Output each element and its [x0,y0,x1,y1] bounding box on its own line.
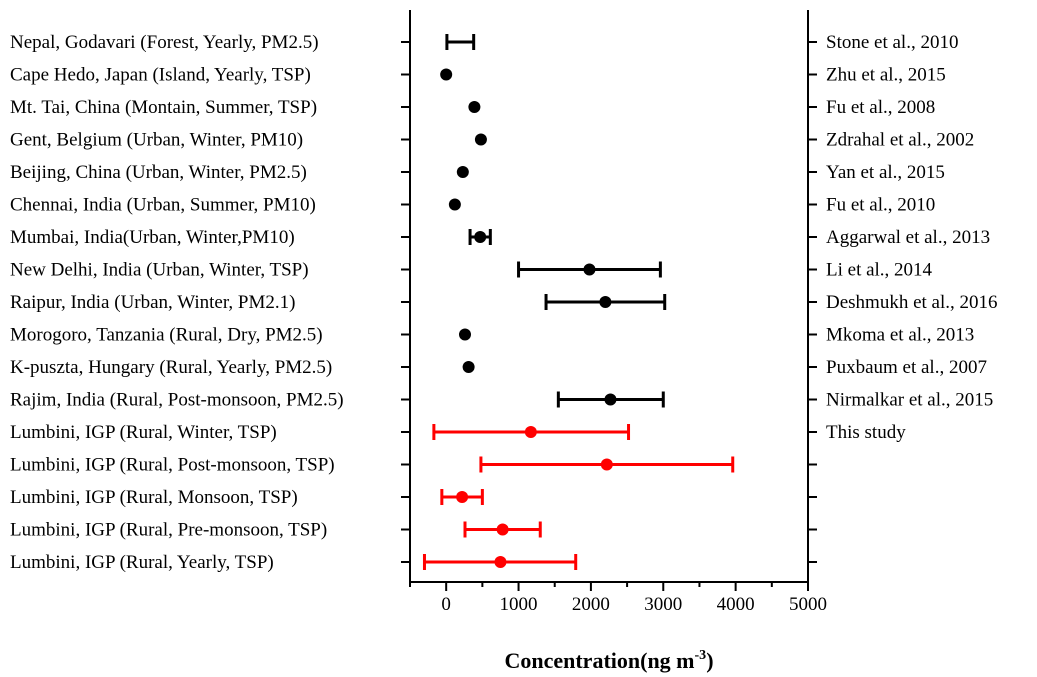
x-axis-title-close: ) [706,648,713,673]
row-category-label: Nepal, Godavari (Forest, Yearly, PM2.5) [10,32,319,53]
data-row: Lumbini, IGP (Rural, Monsoon, TSP) [10,487,817,508]
data-point [440,68,453,81]
plot-frame [409,10,809,583]
data-point [494,556,507,568]
data-point [496,523,509,536]
x-axis-ticks: 0 1000 2000 3000 4000 5000 [409,582,827,615]
data-row: Beijing, China (Urban, Winter, PM2.5) Yan… [10,162,945,183]
row-category-label: Gent, Belgium (Urban, Winter, PM10) [10,130,303,151]
row-category-label: Beijing, China (Urban, Winter, PM2.5) [10,162,307,183]
x-tick-label: 0 [441,594,451,615]
row-category-label: Mumbai, India(Urban, Winter,PM10) [10,227,295,248]
data-point [474,133,487,146]
x-tick-label: 2000 [572,594,610,615]
row-category-label: Morogoro, Tanzania (Rural, Dry, PM2.5) [10,325,323,346]
x-axis-title-superscript: -3 [695,648,707,663]
row-reference-label: Fu et al., 2010 [826,195,935,216]
x-tick-label: 5000 [789,594,827,615]
data-row: Lumbini, IGP (Rural, Pre-monsoon, TSP) [10,520,817,541]
data-row: New Delhi, India (Urban, Winter, TSP) Li … [10,260,933,281]
data-point [462,361,475,373]
data-row: K-puszta, Hungary (Rural, Yearly, PM2.5)… [10,357,987,378]
x-tick-label: 3000 [644,594,682,615]
data-point [456,166,469,178]
data-row: Lumbini, IGP (Rural, Yearly, TSP) [10,552,817,573]
data-row: Mumbai, India(Urban, Winter,PM10) Aggarwa… [10,227,990,248]
x-tick-label: 1000 [500,594,538,615]
row-category-label: Rajim, India (Rural, Post-monsoon, PM2.5… [10,390,344,411]
data-point [474,231,487,243]
row-reference-label: Fu et al., 2008 [826,97,935,118]
row-category-label: New Delhi, India (Urban, Winter, TSP) [10,260,309,281]
row-category-label: Mt. Tai, China (Montain, Summer, TSP) [10,97,317,118]
row-reference-label: Mkoma et al., 2013 [826,325,974,346]
data-row: Nepal, Godavari (Forest, Yearly, PM2.5) S… [10,32,958,53]
row-reference-label: Stone et al., 2010 [826,32,958,53]
row-category-label: Lumbini, IGP (Rural, Monsoon, TSP) [10,487,298,508]
row-category-label: Lumbini, IGP (Rural, Pre-monsoon, TSP) [10,520,327,541]
data-point [468,101,481,113]
data-row: Lumbini, IGP (Rural, Post-monsoon, TSP) [10,455,817,476]
row-reference-label: Deshmukh et al., 2016 [826,292,998,313]
row-category-label: Raipur, India (Urban, Winter, PM2.1) [10,292,295,313]
row-reference-label: Zhu et al., 2015 [826,65,946,86]
data-point [600,458,613,471]
row-reference-label: Zdrahal et al., 2002 [826,130,974,151]
x-tick-label: 4000 [717,594,755,615]
x-axis-title-main: Concentration(ng m [504,648,694,673]
data-point [448,198,461,211]
data-row: Chennai, India (Urban, Summer, PM10) Fu e… [10,195,935,216]
data-row: Cape Hedo, Japan (Island, Yearly, TSP) Zh… [10,65,946,86]
data-row: Lumbini, IGP (Rural, Winter, TSP) This st… [10,422,906,443]
data-row: Mt. Tai, China (Montain, Summer, TSP) Fu … [10,97,935,118]
row-reference-label: Nirmalkar et al., 2015 [826,390,993,411]
data-point [524,426,537,438]
data-point [583,263,596,276]
data-row: Gent, Belgium (Urban, Winter, PM10) Zdrah… [10,130,974,151]
data-row: Morogoro, Tanzania (Rural, Dry, PM2.5) Mk… [10,325,974,346]
row-category-label: Lumbini, IGP (Rural, Winter, TSP) [10,422,277,443]
row-reference-label: This study [826,422,906,443]
x-axis-title: Concentration(ng m-3) [504,648,713,673]
data-point [458,328,471,341]
row-category-label: Lumbini, IGP (Rural, Post-monsoon, TSP) [10,455,335,476]
data-row: Rajim, India (Rural, Post-monsoon, PM2.5… [10,390,993,411]
data-row: Raipur, India (Urban, Winter, PM2.1) Desh… [10,292,998,313]
row-category-label: Chennai, India (Urban, Summer, PM10) [10,195,316,216]
row-reference-label: Yan et al., 2015 [826,162,945,183]
row-category-label: Lumbini, IGP (Rural, Yearly, TSP) [10,552,274,573]
row-category-label: Cape Hedo, Japan (Island, Yearly, TSP) [10,65,311,86]
data-point [599,296,612,308]
row-reference-label: Li et al., 2014 [826,260,933,281]
row-category-label: K-puszta, Hungary (Rural, Yearly, PM2.5) [10,357,332,378]
row-reference-label: Aggarwal et al., 2013 [826,227,990,248]
data-point [604,393,617,406]
data-point [456,491,469,503]
row-reference-label: Puxbaum et al., 2007 [826,357,987,378]
data-rows: Nepal, Godavari (Forest, Yearly, PM2.5) S… [10,32,998,573]
